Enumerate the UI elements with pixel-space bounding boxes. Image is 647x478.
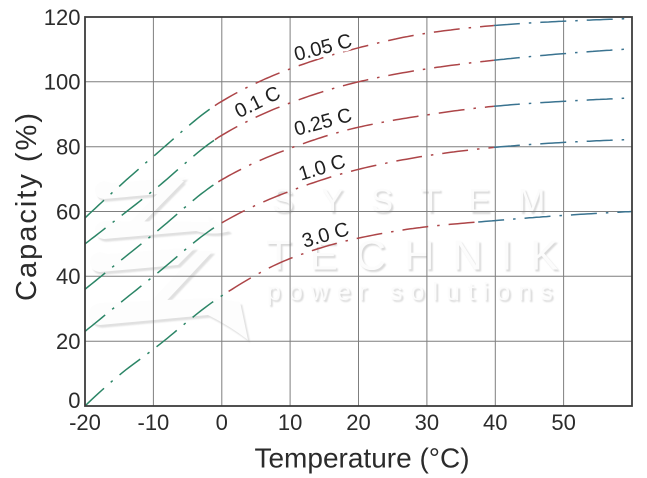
svg-text:80: 80	[56, 135, 80, 160]
svg-text:TECHNIK: TECHNIK	[268, 234, 578, 281]
svg-text:50: 50	[551, 410, 575, 435]
svg-text:-10: -10	[138, 410, 170, 435]
svg-text:60: 60	[56, 200, 80, 225]
svg-text:SYSTEM: SYSTEM	[274, 184, 575, 221]
svg-text:20: 20	[346, 410, 370, 435]
svg-text:0.25 C: 0.25 C	[292, 104, 355, 141]
svg-text:40: 40	[483, 410, 507, 435]
svg-text:40: 40	[56, 264, 80, 289]
svg-text:120: 120	[44, 5, 81, 30]
svg-text:0.05 C: 0.05 C	[292, 30, 355, 66]
svg-text:power solutions: power solutions	[267, 278, 561, 306]
svg-text:100: 100	[44, 70, 81, 95]
svg-text:30: 30	[415, 410, 439, 435]
svg-text:10: 10	[278, 410, 302, 435]
svg-text:power solutions: power solutions	[269, 280, 563, 308]
svg-text:0: 0	[216, 410, 228, 435]
svg-text:Temperature (°C): Temperature (°C)	[254, 443, 469, 474]
svg-text:Capacity (%): Capacity (%)	[11, 111, 43, 301]
svg-text:SYSTEM: SYSTEM	[272, 182, 573, 219]
svg-text:-20: -20	[69, 410, 101, 435]
svg-text:0: 0	[68, 388, 80, 413]
svg-text:TECHNIK: TECHNIK	[266, 232, 576, 279]
svg-text:20: 20	[56, 329, 80, 354]
